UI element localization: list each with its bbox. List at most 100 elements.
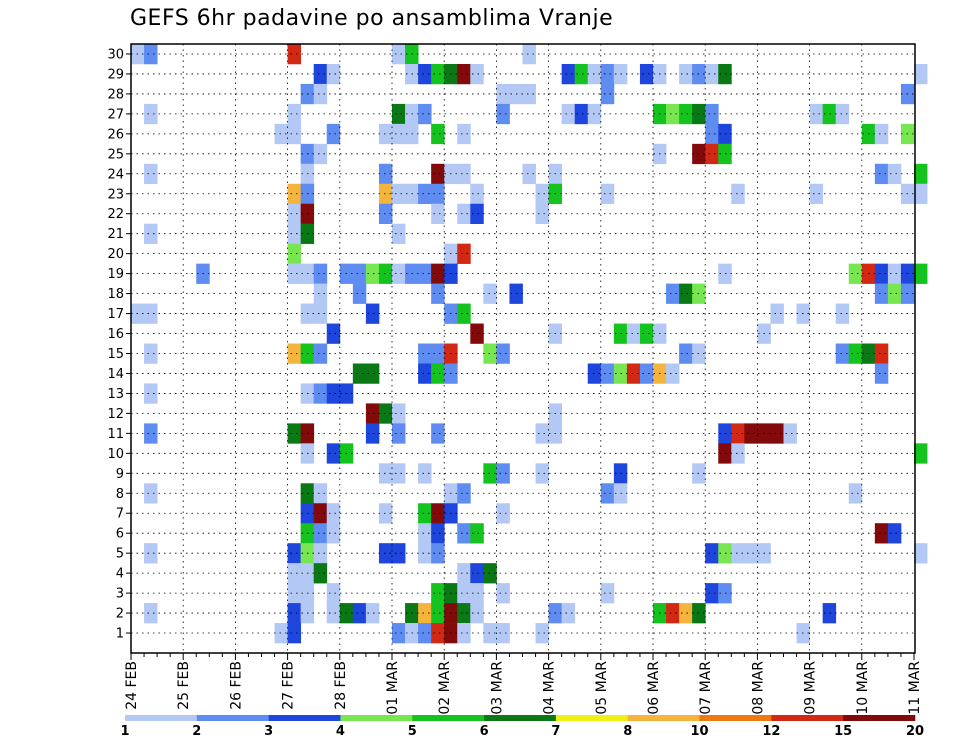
- heatmap-cell: [914, 163, 928, 185]
- heatmap-cell: [313, 383, 328, 404]
- y-tick-label: 9: [116, 467, 124, 482]
- heatmap-cell: [287, 243, 302, 264]
- heatmap-cell: [561, 63, 576, 85]
- heatmap-cell: [679, 603, 693, 624]
- heatmap-cell: [600, 63, 615, 85]
- heatmap-cell: [679, 103, 693, 125]
- heatmap-cell: [287, 263, 302, 284]
- heatmap-cell: [418, 623, 432, 644]
- heatmap-cell: [483, 623, 497, 644]
- heatmap-cell: [326, 503, 341, 524]
- heatmap-cell: [287, 603, 302, 624]
- heatmap-cell: [352, 603, 367, 624]
- heatmap-cell: [914, 63, 928, 85]
- y-tick-label: 14: [107, 367, 124, 382]
- heatmap-cell: [287, 103, 302, 125]
- heatmap-cell: [457, 523, 471, 544]
- heatmap-cell: [914, 443, 928, 464]
- chart-title: GEFS 6hr padavine po ansamblima Vranje: [130, 6, 614, 31]
- heatmap-cell: [365, 423, 380, 444]
- heatmap-cell: [535, 203, 549, 225]
- colorbar-swatch: [699, 715, 772, 721]
- heatmap-cell: [418, 363, 432, 384]
- y-tick-label: 29: [107, 67, 124, 82]
- y-tick-label: 15: [107, 347, 124, 362]
- y-tick-label: 16: [107, 327, 124, 342]
- colorbar-tick-label: 10: [690, 724, 708, 739]
- heatmap-cell: [144, 423, 158, 444]
- heatmap-cell: [313, 563, 328, 584]
- heatmap-cell: [431, 423, 445, 444]
- heatmap-cell: [144, 543, 158, 564]
- heatmap-cell: [287, 183, 302, 205]
- heatmap-cell: [392, 623, 406, 644]
- colorbar: 1 2 3 4 5 6 7 8 10 12 15 20: [120, 715, 924, 739]
- colorbar-swatch: [484, 715, 557, 721]
- x-tick-label: 24 FEB: [124, 661, 140, 710]
- heatmap-cell: [887, 523, 902, 544]
- heatmap-cell: [313, 303, 328, 324]
- heatmap-cell: [287, 423, 302, 444]
- heatmap-cell: [483, 563, 497, 584]
- heatmap-cell: [731, 443, 745, 464]
- heatmap-cell: [874, 343, 889, 364]
- heatmap-cell: [313, 503, 328, 524]
- heatmap-cell: [392, 223, 406, 244]
- y-tick-label: 27: [107, 107, 124, 122]
- heatmap-cell: [522, 163, 536, 185]
- heatmap-cell: [731, 423, 745, 444]
- heatmap-cell: [365, 363, 380, 384]
- colorbar-tick-label: 3: [264, 724, 273, 739]
- colorbar-tick-label: 1: [120, 724, 129, 739]
- heatmap-cell: [718, 263, 732, 284]
- heatmap-cell: [144, 383, 158, 404]
- heatmap-cell: [783, 423, 797, 444]
- heatmap-cell: [392, 403, 406, 424]
- heatmap-cell: [392, 423, 406, 444]
- heatmap-cell: [914, 183, 928, 205]
- heatmap-cell: [144, 603, 158, 624]
- heatmap-cell: [326, 603, 341, 624]
- y-tick-label: 4: [116, 567, 124, 582]
- heatmap-cell: [561, 103, 576, 125]
- heatmap-cell: [887, 283, 902, 304]
- heatmap-cell: [626, 323, 641, 344]
- y-tick-label: 18: [107, 287, 124, 302]
- heatmap-cell: [457, 583, 471, 604]
- heatmap-cell: [914, 263, 928, 284]
- heatmap-cell: [313, 143, 328, 165]
- y-tick-label: 20: [107, 247, 124, 262]
- heatmap-cell: [496, 463, 510, 484]
- heatmap-cell: [718, 543, 732, 564]
- heatmap-cell: [313, 83, 328, 105]
- heatmap-cell: [574, 63, 589, 85]
- heatmap-cell: [809, 103, 824, 125]
- heatmap-cell: [496, 583, 510, 604]
- heatmap-cell: [718, 63, 732, 85]
- heatmap-cell: [313, 283, 328, 304]
- colorbar-tick-label: 8: [623, 724, 632, 739]
- heatmap-cell: [705, 583, 719, 604]
- heatmap-cell: [326, 583, 341, 604]
- heatmap-cell: [378, 503, 393, 524]
- y-tick-label: 6: [116, 527, 124, 542]
- heatmap-cell: [887, 263, 902, 284]
- heatmap-cell: [418, 63, 432, 85]
- heatmap-cell: [809, 183, 824, 205]
- heatmap-cell: [274, 623, 288, 644]
- heatmap-cell: [457, 303, 471, 324]
- heatmap-cell: [418, 183, 432, 205]
- x-tick-label: 04 MAR: [542, 661, 558, 715]
- heatmap-cell: [287, 44, 302, 65]
- heatmap-cell: [287, 203, 302, 225]
- heatmap-cell: [431, 623, 445, 644]
- heatmap-cell: [313, 543, 328, 564]
- x-tick-label: 02 MAR: [437, 661, 453, 715]
- heatmap-cell: [744, 543, 758, 564]
- heatmap-cell: [679, 63, 693, 85]
- heatmap-cell: [457, 483, 471, 504]
- y-tick-label: 2: [116, 607, 124, 622]
- cells-layer: [131, 44, 928, 644]
- heatmap-cell: [326, 323, 341, 344]
- heatmap-cell: [431, 543, 445, 564]
